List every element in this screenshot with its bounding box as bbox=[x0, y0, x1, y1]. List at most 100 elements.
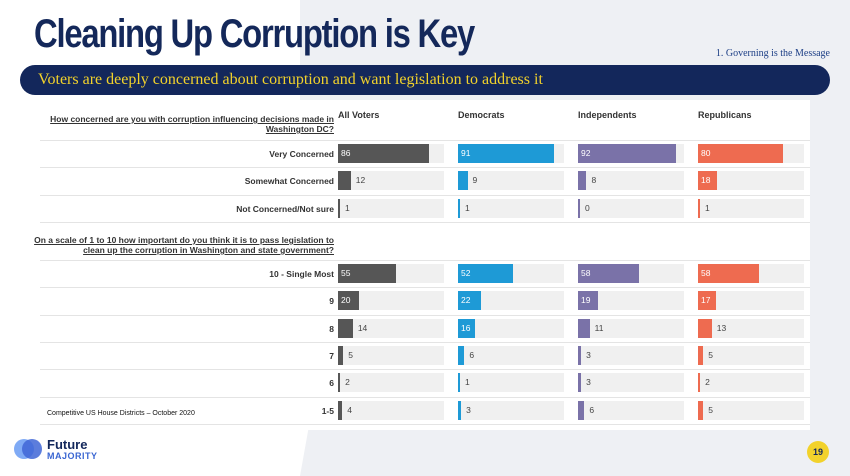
value-label: 0 bbox=[585, 202, 590, 213]
value-label: 3 bbox=[586, 377, 591, 388]
bar-republicans bbox=[698, 171, 718, 191]
bar-track bbox=[338, 318, 444, 338]
section-tag: 1. Governing is the Message bbox=[715, 48, 830, 59]
value-label: 58 bbox=[701, 268, 711, 278]
bar-democrats bbox=[458, 373, 460, 393]
row-divider bbox=[40, 314, 810, 316]
value-label: 1 bbox=[345, 202, 350, 213]
bar-independents bbox=[578, 291, 599, 311]
row-label: Very Concerned bbox=[269, 149, 334, 159]
row-divider bbox=[40, 396, 810, 398]
bar-democrats bbox=[458, 291, 482, 311]
value-label: 13 bbox=[716, 322, 727, 333]
value-label: 80 bbox=[701, 148, 711, 158]
bar-track bbox=[338, 400, 444, 420]
column-header-all-voters: All Voters bbox=[338, 110, 380, 120]
bar-democrats bbox=[458, 345, 465, 365]
bar-independents bbox=[578, 318, 590, 338]
row-label: 9 bbox=[329, 296, 334, 307]
value-label: 16 bbox=[461, 322, 471, 333]
value-label: 6 bbox=[589, 404, 595, 415]
value-label: 8 bbox=[591, 175, 597, 186]
value-label: 55 bbox=[341, 268, 351, 278]
bar-track bbox=[698, 345, 804, 365]
bar-track bbox=[458, 373, 564, 393]
value-label: 4 bbox=[347, 404, 352, 415]
value-label: 3 bbox=[466, 404, 471, 415]
row-label: Somewhat Concerned bbox=[244, 176, 334, 187]
footnote: Competitive US House Districts – October… bbox=[47, 410, 195, 417]
row-label: 8 bbox=[329, 323, 334, 334]
value-label: 22 bbox=[461, 295, 471, 306]
row-divider bbox=[40, 140, 810, 141]
bar-track bbox=[578, 198, 684, 218]
value-label: 5 bbox=[348, 349, 354, 360]
value-label: 5 bbox=[708, 349, 714, 360]
value-label: 18 bbox=[701, 175, 711, 186]
bar-track bbox=[338, 171, 444, 191]
bar-all-voters bbox=[338, 291, 360, 311]
bar-democrats bbox=[458, 318, 475, 338]
value-label: 86 bbox=[341, 148, 351, 158]
bar-track bbox=[458, 400, 564, 420]
bar-republicans bbox=[698, 144, 783, 163]
bar-republicans bbox=[698, 318, 712, 338]
bar-track bbox=[338, 373, 444, 393]
bar-track bbox=[458, 345, 564, 365]
value-label: 2 bbox=[345, 377, 350, 388]
row-divider bbox=[40, 167, 810, 169]
row-divider bbox=[40, 423, 810, 425]
subtitle-banner: Voters are deeply concerned about corrup… bbox=[20, 65, 830, 95]
logo-word-majority: MAJORITY bbox=[47, 451, 98, 461]
bar-democrats bbox=[458, 144, 555, 163]
bar-track bbox=[458, 318, 564, 338]
bar-republicans bbox=[698, 373, 701, 393]
bar-track bbox=[338, 198, 444, 218]
bar-republicans bbox=[698, 198, 700, 218]
value-label: 91 bbox=[461, 148, 471, 158]
bar-independents bbox=[578, 264, 640, 283]
bar-track bbox=[338, 345, 444, 365]
bar-democrats bbox=[458, 400, 462, 420]
bar-track bbox=[458, 291, 564, 311]
value-label: 20 bbox=[341, 295, 351, 306]
bar-all-voters bbox=[338, 345, 344, 365]
bar-republicans bbox=[698, 345, 704, 365]
bar-track bbox=[698, 318, 804, 338]
bar-track bbox=[578, 373, 684, 393]
bar-independents bbox=[578, 171, 587, 191]
row-divider bbox=[40, 287, 810, 289]
bar-republicans bbox=[698, 264, 760, 283]
future-majority-logo: Future MAJORITY bbox=[14, 436, 134, 466]
bar-track bbox=[338, 291, 444, 311]
bar-track bbox=[578, 291, 684, 311]
question-label: How concerned are you with corruption in… bbox=[50, 114, 334, 134]
page-number-badge: 19 bbox=[807, 441, 829, 463]
value-label: 12 bbox=[355, 175, 366, 186]
row-label: 6 bbox=[329, 378, 334, 389]
column-header-republicans: Republicans bbox=[698, 110, 752, 120]
value-label: 3 bbox=[586, 349, 591, 360]
value-label: 6 bbox=[469, 349, 475, 360]
bar-track bbox=[578, 171, 684, 191]
bar-all-voters bbox=[338, 264, 397, 283]
bar-track bbox=[698, 198, 804, 218]
slide-title: Cleaning Up Corruption is Key bbox=[34, 12, 475, 56]
column-header-democrats: Democrats bbox=[458, 110, 505, 120]
bar-all-voters bbox=[338, 400, 343, 420]
row-label: 10 - Single Most bbox=[269, 269, 334, 279]
value-label: 2 bbox=[705, 377, 710, 388]
bar-independents bbox=[578, 345, 582, 365]
bar-independents bbox=[578, 198, 580, 218]
bar-independents bbox=[578, 144, 676, 163]
column-header-independents: Independents bbox=[578, 110, 637, 120]
subtitle-banner-text: Voters are deeply concerned about corrup… bbox=[38, 71, 543, 88]
bar-track bbox=[458, 171, 564, 191]
row-label: 7 bbox=[329, 350, 334, 361]
bar-track bbox=[698, 291, 804, 311]
bar-track bbox=[578, 400, 684, 420]
value-label: 9 bbox=[472, 175, 478, 186]
bar-all-voters bbox=[338, 373, 341, 393]
bar-track bbox=[578, 318, 684, 338]
bar-all-voters bbox=[338, 198, 340, 218]
